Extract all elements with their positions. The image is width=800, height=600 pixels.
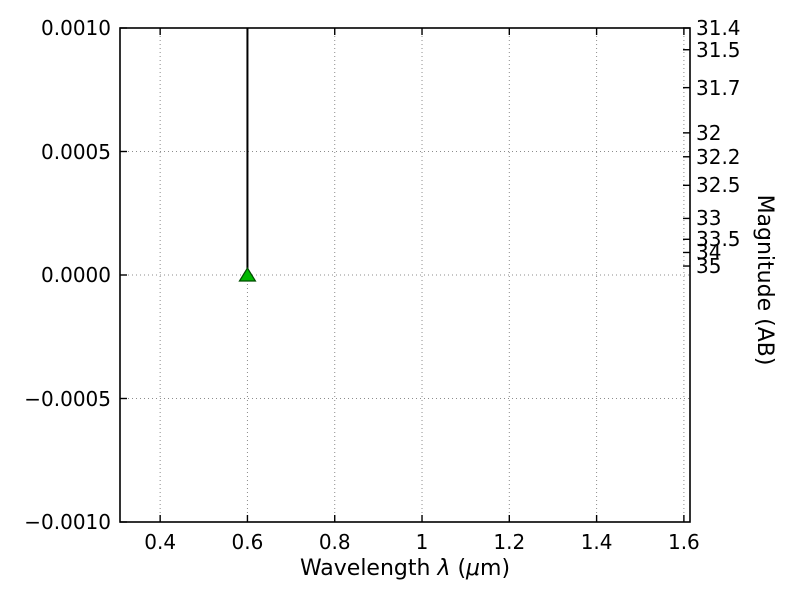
- upper-limit-marker: [238, 266, 257, 282]
- y-tick-label-right: 32: [696, 120, 722, 145]
- y-tick-label-right: 31.7: [696, 75, 741, 100]
- right-y-axis-label: Magnitude (AB): [752, 194, 777, 366]
- y-tick-label-right: 31.5: [696, 37, 741, 62]
- y-tick-label-right: 33: [696, 206, 722, 231]
- x-tick-label: 1: [415, 530, 429, 554]
- mu-symbol: μ: [466, 556, 481, 581]
- y-tick-label-left: −0.0010: [24, 510, 111, 534]
- y-tick-label-left: 0.0005: [41, 139, 111, 164]
- y-tick-label-right: 32.5: [696, 173, 741, 198]
- y-tick-label-left: 0.0000: [41, 263, 111, 287]
- x-axis-label-text: Wavelength: [299, 556, 438, 581]
- y-tick-label-right: 31.4: [696, 16, 741, 40]
- x-tick-label: 0.6: [231, 530, 264, 554]
- y-tick-label-right: 33.5: [696, 227, 741, 252]
- x-tick-label: 0.8: [318, 530, 351, 554]
- y-tick-label-right: 32.2: [696, 144, 741, 169]
- y-tick-label-right: 34: [696, 240, 722, 265]
- x-tick-label: 1.6: [667, 530, 700, 554]
- x-axis-label-unit: m): [480, 556, 511, 581]
- y-tick-label-left: −0.0005: [24, 386, 111, 411]
- y-tick-label-left: 0.0010: [41, 16, 111, 40]
- y-tick-label-right: 35: [696, 254, 722, 279]
- x-tick-label: 0.4: [144, 530, 177, 554]
- x-tick-label: 1.4: [580, 530, 613, 554]
- x-axis-label: Wavelength λ (μm): [120, 556, 690, 581]
- x-axis-label-paren: (: [450, 556, 467, 581]
- lambda-symbol: λ: [437, 556, 451, 581]
- x-tick-label: 1.2: [493, 530, 526, 554]
